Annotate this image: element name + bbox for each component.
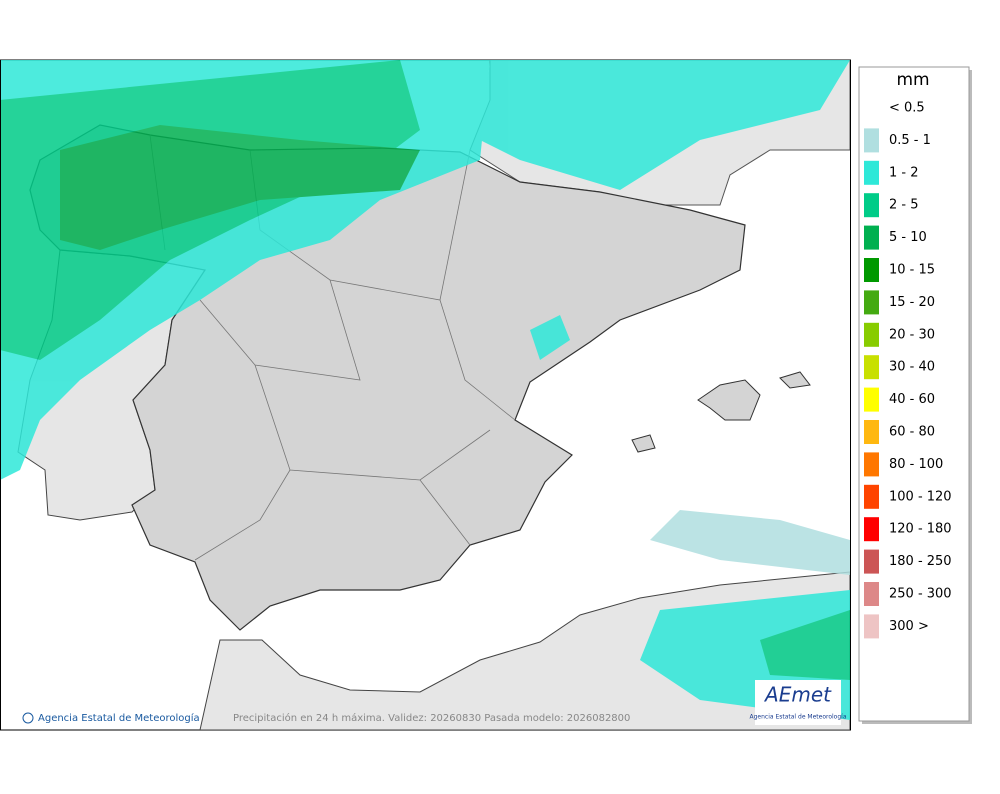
legend-swatch <box>864 322 879 347</box>
legend-label: < 0.5 <box>889 101 925 116</box>
legend-swatch <box>864 484 879 509</box>
legend-label: 0.5 - 1 <box>889 133 931 148</box>
mallorca <box>697 379 761 421</box>
legend-swatch <box>864 614 879 639</box>
legend-label: 10 - 15 <box>889 263 935 278</box>
legend-label: 250 - 300 <box>889 587 952 602</box>
legend-swatch <box>864 517 879 542</box>
legend-label: 15 - 20 <box>889 295 935 310</box>
legend-label: 30 - 40 <box>889 360 935 375</box>
logo-box <box>755 680 841 725</box>
legend-label: 1 - 2 <box>889 165 919 180</box>
legend-swatch <box>864 258 879 282</box>
legend-swatch <box>864 387 879 412</box>
legend-swatch <box>864 96 879 120</box>
legend-label: 20 - 30 <box>889 327 935 342</box>
copyright-icon <box>22 712 34 724</box>
menorca <box>779 371 811 389</box>
credit: Agencia Estatal de Meteorología <box>38 712 200 724</box>
legend-swatch <box>864 355 879 380</box>
logo-subtitle: Agencia Estatal de Meteorología <box>750 714 847 721</box>
legend-unit: mm <box>896 70 929 90</box>
caption: Precipitación en 24 h máxima. Validez: 2… <box>233 712 630 724</box>
legend-label: 80 - 100 <box>889 457 943 472</box>
legend-swatch <box>864 452 879 477</box>
legend-label: 40 - 60 <box>889 392 935 407</box>
legend-swatch <box>864 160 879 185</box>
legend-swatch <box>864 290 879 315</box>
legend-label: 180 - 250 <box>889 554 952 569</box>
legend-swatch <box>864 128 879 153</box>
legend-label: 300 > <box>889 619 929 634</box>
map-content <box>1 60 850 730</box>
legend-label: 100 - 120 <box>889 489 952 504</box>
legend-swatch <box>864 225 879 250</box>
ibiza <box>631 434 656 453</box>
legend-swatch <box>864 193 879 218</box>
legend-swatch <box>864 582 879 606</box>
legend-swatch <box>864 420 879 444</box>
legend-label: 2 - 5 <box>889 198 919 213</box>
logo-text: AEmet <box>763 683 832 707</box>
legend: < 0.5 0.5 - 1 1 - 2 2 - 5 5 - 10 10 - 15 15 - … <box>864 96 952 639</box>
legend-label: 5 - 10 <box>889 230 927 245</box>
legend-label: 120 - 180 <box>889 522 952 537</box>
precipitation <box>1 60 850 720</box>
legend-label: 60 - 80 <box>889 425 935 440</box>
legend-swatch <box>864 549 879 574</box>
